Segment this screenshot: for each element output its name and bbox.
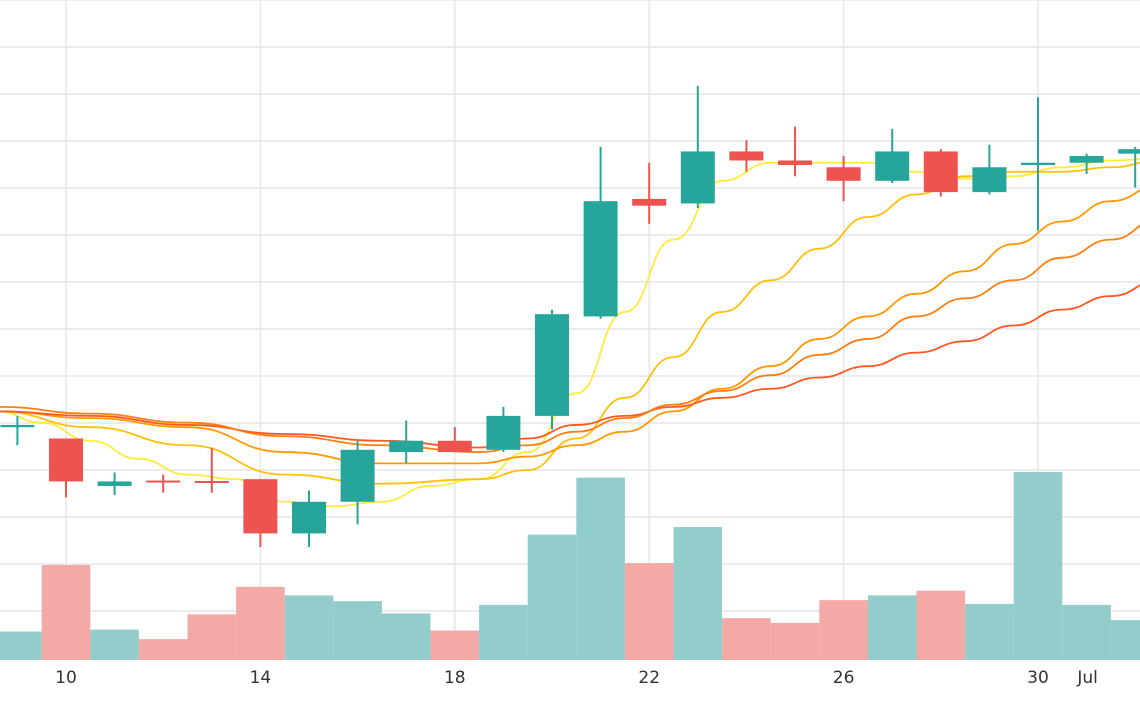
candle-body <box>632 198 667 206</box>
moving-average-lines <box>0 158 1140 508</box>
candle-body <box>583 201 618 317</box>
volume-bar <box>770 622 820 660</box>
candle-body <box>340 449 375 502</box>
moving-average-line-2 <box>0 161 1140 485</box>
candle <box>680 85 715 208</box>
candle <box>194 447 229 493</box>
volume-bar <box>867 595 917 660</box>
candle <box>340 440 375 525</box>
candle-body <box>97 481 132 486</box>
volume-bar <box>624 563 674 660</box>
volume-bar <box>41 565 91 660</box>
moving-average-line-5 <box>0 224 1140 453</box>
x-tick-label: 10 <box>55 668 77 688</box>
moving-average-line-4 <box>0 284 1140 449</box>
volume-bar <box>722 618 771 660</box>
candle <box>729 140 764 172</box>
moving-average-line-1 <box>0 158 1140 508</box>
volume-bar <box>381 613 431 660</box>
volume-bar <box>1110 620 1140 660</box>
candle <box>632 162 667 224</box>
volume-bar <box>1062 604 1111 660</box>
candle <box>972 144 1007 195</box>
candle-body <box>292 501 326 534</box>
candle-body <box>194 480 229 483</box>
candle-body <box>437 440 472 453</box>
volume-bar <box>138 639 188 660</box>
candle-body <box>680 151 715 204</box>
candle-body <box>972 167 1007 193</box>
volume-bar <box>527 534 577 660</box>
candle <box>49 438 83 498</box>
volume-bar <box>333 601 382 660</box>
candle <box>97 472 132 495</box>
volume-bar <box>819 600 868 660</box>
candle <box>146 474 181 493</box>
volume-bar <box>187 614 237 660</box>
candle-body <box>1069 155 1104 163</box>
candle <box>1069 153 1104 175</box>
volume-bar <box>1013 471 1063 660</box>
x-tick-label: 30 <box>1027 668 1049 688</box>
candle-body <box>1118 149 1140 154</box>
candle <box>875 128 910 184</box>
volume-bar <box>430 630 480 660</box>
volume-bar <box>965 603 1014 660</box>
candle-body <box>243 479 278 534</box>
x-tick-label: 26 <box>833 668 855 688</box>
candle-body <box>146 480 181 483</box>
candle <box>292 490 326 547</box>
x-axis: 10 14 18 22 26 30 Jul <box>55 668 1098 688</box>
candle <box>437 427 472 453</box>
candle-body <box>1021 162 1055 165</box>
x-tick-label: 18 <box>444 668 466 688</box>
candle-body <box>778 160 812 165</box>
x-tick-label: Jul <box>1076 668 1098 688</box>
candle-body <box>826 167 861 181</box>
volume-bar <box>479 604 528 660</box>
candle-body <box>729 151 764 161</box>
candle-body <box>535 314 569 416</box>
volume-bar <box>576 477 625 660</box>
moving-average-line-3 <box>0 189 1140 465</box>
x-tick-label: 14 <box>250 668 272 688</box>
x-tick-label: 22 <box>638 668 660 688</box>
volume-bar <box>916 590 966 660</box>
candle-body <box>49 438 83 482</box>
candle <box>389 420 424 464</box>
volume-bars <box>0 471 1140 660</box>
candle <box>923 149 958 197</box>
candle <box>486 406 521 453</box>
candle <box>1021 97 1055 231</box>
candles <box>0 85 1140 547</box>
candle <box>535 309 569 430</box>
candle-body <box>923 151 958 193</box>
volume-bar <box>236 586 285 660</box>
candle <box>778 126 812 177</box>
candle <box>826 155 861 202</box>
candle <box>1118 146 1140 188</box>
candle-body <box>0 424 35 428</box>
candle-body <box>389 440 424 453</box>
candle-body <box>486 415 521 450</box>
candle <box>243 479 278 547</box>
volume-bar <box>0 631 42 660</box>
volume-bar <box>284 595 334 660</box>
candle <box>0 415 35 446</box>
candle-body <box>875 151 910 181</box>
volume-bar <box>90 629 139 660</box>
volume-bar <box>673 527 723 660</box>
candle <box>583 146 618 319</box>
